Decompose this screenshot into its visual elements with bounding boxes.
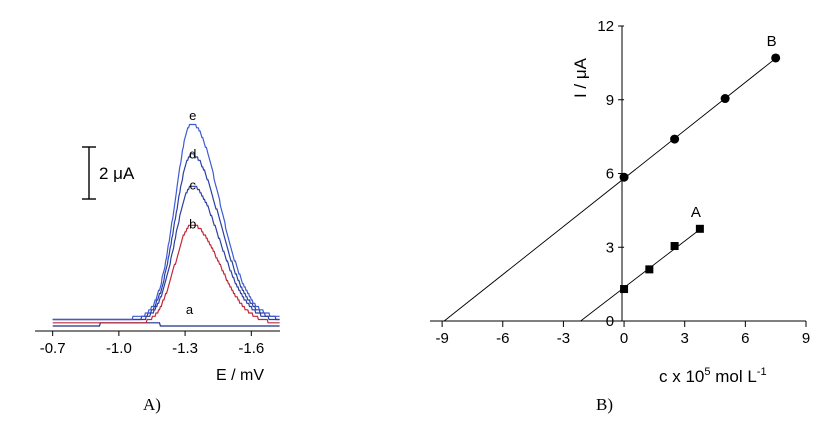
a-curve-b	[52, 224, 280, 324]
a-x-ticks: -0.7 -1.0 -1.3 -1.6	[40, 331, 264, 357]
b-x-tick-label: -3	[557, 330, 570, 347]
a-curve-d	[52, 153, 280, 321]
a-curve-label-d: d	[189, 146, 196, 161]
b-x-ticks: -9 -6 -3 0 3 6 9	[435, 321, 810, 347]
b-fit-line-A	[580, 226, 704, 322]
b-x-axis-label: c x 105 mol L-1	[659, 366, 767, 386]
b-point-A	[695, 224, 704, 233]
a-curve-e	[52, 123, 280, 321]
b-x-tick-label: -9	[435, 330, 448, 347]
a-curve-labels: a b c d e	[186, 108, 197, 317]
b-y-tick-label: 9	[606, 92, 614, 109]
b-x-tick-label: 0	[620, 330, 628, 347]
b-y-tick-label: 6	[606, 166, 614, 183]
b-x-tick-label: 6	[741, 330, 749, 347]
a-x-tick-label: -1.3	[172, 340, 198, 357]
b-point-B	[670, 134, 680, 144]
b-series-labels: AB	[691, 33, 777, 221]
a-curve-a	[52, 322, 280, 327]
b-y-tick-label: 0	[606, 313, 614, 330]
a-curve-label-a: a	[186, 302, 194, 317]
panel-a: -0.7 -1.0 -1.3 -1.6 a b c d e E / mV 2 μA A)	[35, 108, 280, 414]
b-x-tick-label: -6	[496, 330, 509, 347]
b-point-A	[670, 242, 679, 251]
b-point-B	[771, 53, 781, 63]
a-curve-label-e: e	[189, 108, 196, 123]
a-curve-label-c: c	[189, 178, 196, 193]
scale-bar-label: 2 μA	[99, 164, 135, 183]
b-x-tick-label: 3	[681, 330, 689, 347]
b-series-label-A: A	[691, 204, 701, 221]
b-point-B	[720, 94, 730, 104]
a-x-axis-label: E / mV	[216, 367, 264, 384]
b-y-axis-label: I / μA	[571, 57, 590, 98]
a-curves	[52, 123, 280, 327]
b-point-B	[619, 172, 629, 182]
a-x-tick-label: -1.6	[238, 340, 264, 357]
b-x-tick-label: 9	[802, 330, 810, 347]
b-y-ticks: 0 3 6 9 12	[597, 18, 625, 330]
a-curve-label-b: b	[189, 217, 196, 232]
b-series-label-B: B	[767, 33, 777, 50]
scale-bar: 2 μA	[82, 146, 135, 200]
b-y-tick-label: 3	[606, 239, 614, 256]
panel-b-label: B)	[596, 395, 613, 414]
b-point-A	[645, 265, 654, 274]
a-x-tick-label: -0.7	[40, 340, 66, 357]
a-curve-c	[52, 185, 280, 321]
b-point-A	[620, 285, 629, 294]
panel-a-label: A)	[143, 395, 161, 414]
b-y-tick-label: 12	[597, 18, 614, 35]
a-x-tick-label: -1.0	[106, 340, 132, 357]
b-points	[619, 53, 781, 294]
